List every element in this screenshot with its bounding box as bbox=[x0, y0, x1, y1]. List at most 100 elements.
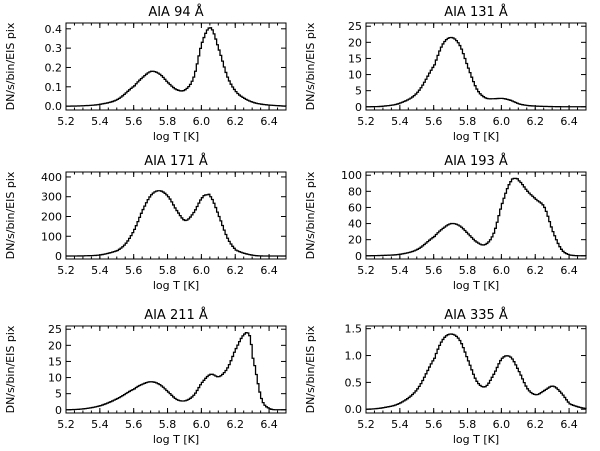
x-tick-label: 6.4 bbox=[260, 115, 278, 128]
y-tick-label: 100 bbox=[341, 169, 362, 182]
x-tick-label: 6.0 bbox=[493, 418, 511, 431]
y-tick-label: 15 bbox=[348, 52, 362, 65]
x-tick-label: 5.4 bbox=[391, 115, 409, 128]
x-tick-label: 5.2 bbox=[357, 418, 375, 431]
series-line bbox=[66, 190, 286, 257]
y-tick-label: 80 bbox=[348, 185, 362, 198]
plot-frame bbox=[65, 22, 287, 111]
x-tick-label: 5.2 bbox=[57, 418, 75, 431]
x-tick-label: 6.4 bbox=[560, 418, 578, 431]
y-tick-label: 0 bbox=[55, 404, 62, 417]
y-axis-label: DN/s/bin/EIS pix bbox=[4, 22, 17, 110]
x-tick-label: 6.0 bbox=[493, 115, 511, 128]
chart-title: AIA 335 Å bbox=[444, 307, 508, 323]
x-axis-label: log T [K] bbox=[153, 433, 199, 446]
x-axis-label: log T [K] bbox=[453, 130, 499, 143]
x-tick-label: 5.8 bbox=[159, 264, 177, 277]
y-axis-label: DN/s/bin/EIS pix bbox=[304, 325, 317, 413]
x-tick-label: 6.0 bbox=[193, 418, 211, 431]
y-tick-label: 100 bbox=[41, 230, 62, 243]
chart-title: AIA 193 Å bbox=[444, 153, 508, 169]
y-tick-label: 10 bbox=[348, 69, 362, 82]
y-tick-label: 20 bbox=[348, 36, 362, 49]
y-tick-label: 0 bbox=[355, 250, 362, 263]
panel-2: AIA 171 Å 5.2 5.4 5.6 5.8 6.0 6.2 6.4 0 100 200 300… bbox=[4, 153, 287, 292]
y-tick-label: 300 bbox=[41, 191, 62, 204]
x-tick-label: 5.6 bbox=[425, 418, 443, 431]
x-tick-label: 5.2 bbox=[57, 115, 75, 128]
y-tick-label: 1.5 bbox=[345, 323, 363, 336]
x-tick-label: 5.2 bbox=[357, 115, 375, 128]
series-line bbox=[66, 27, 287, 107]
y-tick-label: 25 bbox=[48, 323, 62, 336]
y-axis-label: DN/s/bin/EIS pix bbox=[4, 325, 17, 413]
x-tick-label: 6.4 bbox=[560, 264, 578, 277]
x-tick-label: 5.2 bbox=[357, 264, 375, 277]
x-tick-label: 6.2 bbox=[526, 264, 544, 277]
x-tick-label: 5.4 bbox=[391, 418, 409, 431]
y-tick-label: 5 bbox=[355, 85, 362, 98]
x-tick-label: 5.4 bbox=[91, 418, 109, 431]
y-tick-label: 400 bbox=[41, 171, 62, 184]
y-tick-label: 40 bbox=[348, 218, 362, 231]
x-tick-label: 6.4 bbox=[260, 418, 278, 431]
x-tick-label: 6.2 bbox=[526, 418, 544, 431]
y-tick-label: 25 bbox=[348, 20, 362, 33]
series-line bbox=[366, 177, 587, 257]
x-tick-label: 5.4 bbox=[91, 264, 109, 277]
series-line bbox=[66, 331, 287, 411]
y-tick-label: 0.2 bbox=[45, 61, 63, 74]
x-axis-label: log T [K] bbox=[453, 433, 499, 446]
x-tick-label: 6.0 bbox=[493, 264, 511, 277]
y-tick-label: 0.0 bbox=[345, 403, 363, 416]
y-tick-label: 0.5 bbox=[345, 376, 363, 389]
x-tick-label: 6.4 bbox=[260, 264, 278, 277]
chart-title: AIA 171 Å bbox=[144, 153, 208, 169]
panel-5: AIA 335 Å 5.2 5.4 5.6 5.8 6.0 6.2 6.4 0.0 0.5 1.0 1… bbox=[304, 307, 587, 446]
x-tick-label: 5.6 bbox=[125, 418, 143, 431]
x-tick-label: 6.0 bbox=[193, 115, 211, 128]
plot-frame bbox=[365, 325, 587, 414]
x-tick-label: 6.2 bbox=[226, 115, 244, 128]
x-axis-label: log T [K] bbox=[153, 279, 199, 292]
x-tick-label: 5.8 bbox=[459, 418, 477, 431]
panel-0: AIA 94 Å 5.2 5.4 5.6 5.8 6.0 6.2 6.4 0.0 0.1 0.2 0.… bbox=[4, 4, 287, 143]
y-tick-label: 20 bbox=[348, 234, 362, 247]
x-tick-label: 5.8 bbox=[459, 115, 477, 128]
x-tick-label: 5.6 bbox=[125, 264, 143, 277]
x-tick-label: 5.6 bbox=[425, 264, 443, 277]
y-tick-label: 20 bbox=[48, 339, 62, 352]
plot-frame bbox=[365, 171, 587, 260]
panel-4: AIA 211 Å 5.2 5.4 5.6 5.8 6.0 6.2 6.4 0 5 10 15 20 25… bbox=[4, 307, 287, 446]
y-tick-label: 0.4 bbox=[45, 23, 63, 36]
y-tick-label: 1.0 bbox=[345, 350, 363, 363]
panel-3: AIA 193 Å 5.2 5.4 5.6 5.8 6.0 6.2 6.4 0 20 40 60 80 1… bbox=[304, 153, 587, 292]
x-tick-label: 5.4 bbox=[391, 264, 409, 277]
x-tick-label: 6.4 bbox=[560, 115, 578, 128]
y-tick-label: 10 bbox=[48, 372, 62, 385]
y-tick-label: 5 bbox=[55, 388, 62, 401]
chart-title: AIA 94 Å bbox=[148, 4, 203, 20]
y-tick-label: 15 bbox=[48, 355, 62, 368]
y-tick-label: 200 bbox=[41, 210, 62, 223]
x-axis-label: log T [K] bbox=[153, 130, 199, 143]
plot-frame bbox=[65, 171, 287, 260]
x-tick-label: 5.8 bbox=[459, 264, 477, 277]
x-tick-label: 5.4 bbox=[91, 115, 109, 128]
x-tick-label: 5.6 bbox=[125, 115, 143, 128]
y-tick-label: 60 bbox=[348, 201, 362, 214]
y-tick-label: 0.3 bbox=[45, 42, 63, 55]
x-tick-label: 5.8 bbox=[159, 418, 177, 431]
x-tick-label: 5.2 bbox=[57, 264, 75, 277]
y-tick-label: 0.0 bbox=[45, 100, 63, 113]
plot-frame bbox=[365, 22, 587, 111]
x-tick-label: 6.2 bbox=[226, 418, 244, 431]
x-tick-label: 5.6 bbox=[425, 115, 443, 128]
series-line bbox=[366, 333, 587, 410]
y-axis-label: DN/s/bin/EIS pix bbox=[304, 22, 317, 110]
x-tick-label: 6.2 bbox=[526, 115, 544, 128]
y-tick-label: 0 bbox=[355, 101, 362, 114]
y-axis-label: DN/s/bin/EIS pix bbox=[304, 171, 317, 259]
x-tick-label: 6.2 bbox=[226, 264, 244, 277]
